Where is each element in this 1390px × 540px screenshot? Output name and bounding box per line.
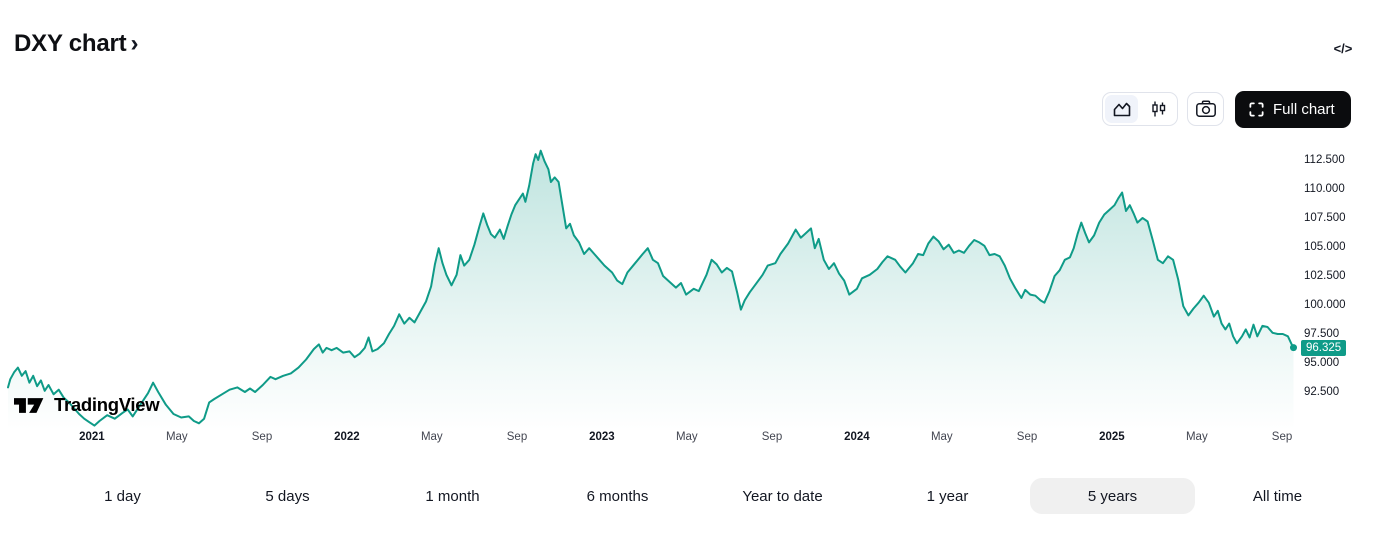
time-tick-label: Sep bbox=[251, 431, 273, 443]
chevron-right-icon: › bbox=[130, 30, 139, 57]
embed-code-button[interactable]: </> bbox=[1322, 34, 1364, 62]
price-line bbox=[7, 149, 1295, 427]
range-button-1-day[interactable]: 1 day bbox=[104, 487, 141, 505]
price-tick-label: 92.500 bbox=[1304, 386, 1340, 398]
full-chart-button[interactable]: Full chart bbox=[1235, 91, 1351, 128]
price-tick-label: 112.500 bbox=[1304, 154, 1345, 166]
price-tick-label: 100.000 bbox=[1304, 299, 1346, 311]
time-tick-label: Sep bbox=[761, 431, 783, 443]
tradingview-brand-text: TradingView bbox=[54, 394, 160, 415]
range-button-1-year[interactable]: 1 year bbox=[926, 487, 969, 505]
candles-icon bbox=[1151, 101, 1165, 117]
time-tick-label: 2023 bbox=[589, 431, 615, 443]
area-chart-icon bbox=[1113, 102, 1130, 117]
time-tick-label: 2021 bbox=[79, 431, 105, 443]
symbol-title-link[interactable]: DXY chart › bbox=[14, 30, 138, 58]
time-tick-label: 2022 bbox=[334, 431, 360, 443]
price-tick-label: 105.000 bbox=[1304, 241, 1346, 253]
range-button-1-month[interactable]: 1 month bbox=[425, 487, 480, 505]
price-tick-label: 97.500 bbox=[1304, 328, 1340, 340]
time-tick-label: May bbox=[420, 431, 443, 443]
range-button-row: 1 day 5 days 1 month 6 months Year to date 1 … bbox=[40, 478, 1360, 514]
time-tick-label: 2025 bbox=[1099, 431, 1125, 443]
chart-style-toggle bbox=[1102, 92, 1178, 126]
last-price-badge: 96.325 bbox=[1301, 339, 1347, 356]
price-tick-label: 107.500 bbox=[1304, 212, 1346, 224]
area-chart-style-button[interactable] bbox=[1105, 95, 1138, 123]
price-tick-label: 102.500 bbox=[1304, 270, 1346, 282]
time-tick-label: May bbox=[165, 431, 188, 443]
range-button-year-to-date[interactable]: Year to date bbox=[742, 487, 823, 505]
time-tick-label: Sep bbox=[506, 431, 528, 443]
code-icon: </> bbox=[1333, 40, 1353, 56]
full-chart-label: Full chart bbox=[1273, 101, 1335, 118]
time-tick-label: 2024 bbox=[844, 431, 870, 443]
tradingview-logo-icon bbox=[14, 397, 44, 413]
camera-icon bbox=[1195, 100, 1216, 117]
page-title: DXY chart bbox=[14, 30, 127, 57]
last-price-dot bbox=[1290, 344, 1297, 352]
time-tick-label: May bbox=[930, 431, 953, 443]
time-tick-label: Sep bbox=[1271, 431, 1293, 443]
tradingview-attribution-link[interactable]: TradingView bbox=[14, 394, 160, 416]
range-button-all-time[interactable]: All time bbox=[1252, 487, 1303, 505]
range-button-6-months[interactable]: 6 months bbox=[586, 487, 649, 505]
price-tick-label: 110.000 bbox=[1304, 183, 1345, 195]
range-button-5-years[interactable]: 5 years bbox=[1030, 478, 1195, 514]
time-tick-label: May bbox=[675, 431, 698, 443]
time-tick-label: Sep bbox=[1016, 431, 1038, 443]
screenshot-button[interactable] bbox=[1187, 92, 1224, 126]
time-tick-label: May bbox=[1185, 431, 1208, 443]
range-button-5-days[interactable]: 5 days bbox=[265, 487, 310, 505]
area-fill bbox=[8, 150, 1294, 428]
candles-chart-style-button[interactable] bbox=[1142, 95, 1175, 123]
fullscreen-icon bbox=[1249, 102, 1264, 117]
price-tick-label: 95.000 bbox=[1304, 357, 1340, 369]
